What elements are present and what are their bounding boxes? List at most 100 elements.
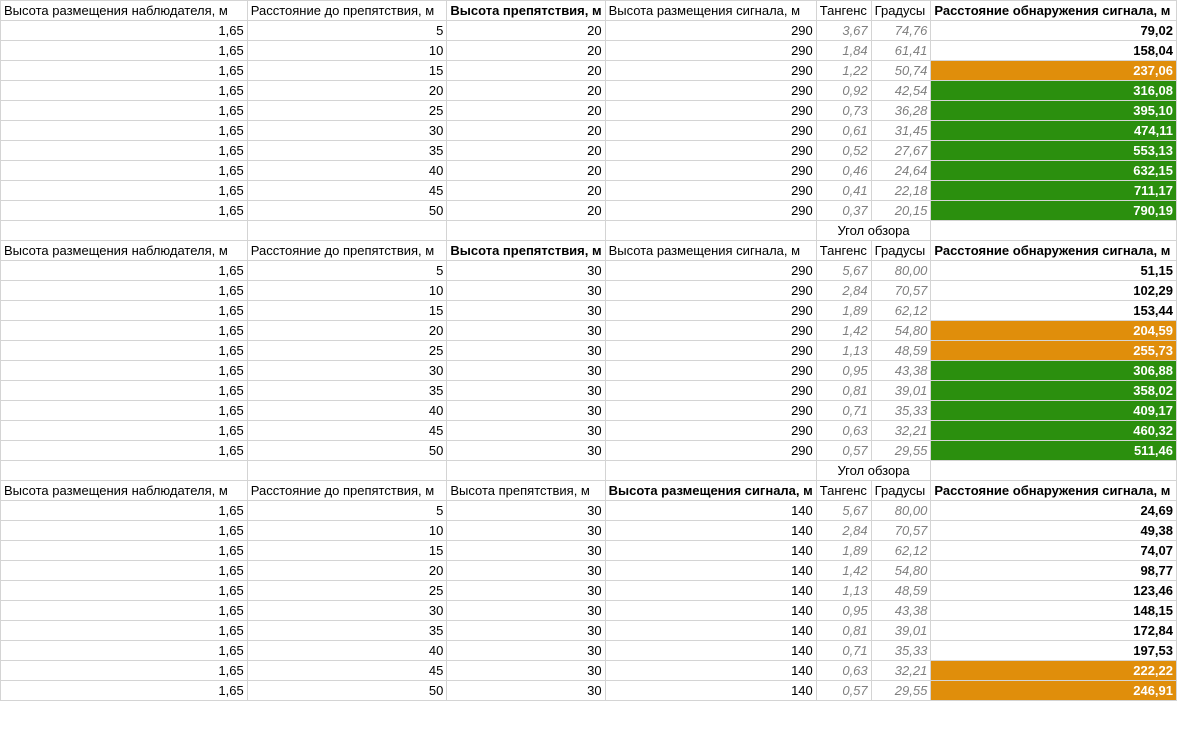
obstacle-height-cell[interactable]: 20 xyxy=(446,40,606,61)
observer-height-cell[interactable]: 1,65 xyxy=(0,620,248,641)
obstacle-height-cell[interactable]: 30 xyxy=(446,340,606,361)
observer-height-cell[interactable]: 1,65 xyxy=(0,280,248,301)
signal-height-cell[interactable]: 140 xyxy=(604,540,817,561)
detection-distance-cell[interactable]: 395,10 xyxy=(930,100,1177,121)
observer-height-cell[interactable]: 1,65 xyxy=(0,600,248,621)
obstacle-distance-cell[interactable]: 50 xyxy=(246,680,448,701)
obstacle-distance-cell[interactable]: 25 xyxy=(246,100,448,121)
detection-distance-cell[interactable]: 511,46 xyxy=(930,440,1177,461)
detection-distance-cell[interactable]: 632,15 xyxy=(930,160,1177,181)
view-angle-caption-cell[interactable]: Угол обзора xyxy=(815,220,932,241)
tangent-cell[interactable]: 0,95 xyxy=(815,600,872,621)
signal-height-cell[interactable]: 290 xyxy=(604,120,817,141)
tangent-cell[interactable]: 2,84 xyxy=(815,280,872,301)
degrees-cell[interactable]: 54,80 xyxy=(870,320,932,341)
obstacle-distance-cell[interactable]: 45 xyxy=(246,420,448,441)
header-cell[interactable]: Высота размещения наблюдателя, м xyxy=(0,240,248,261)
tangent-cell[interactable]: 0,46 xyxy=(815,160,872,181)
degrees-cell[interactable]: 70,57 xyxy=(870,520,932,541)
obstacle-distance-cell[interactable]: 10 xyxy=(246,40,448,61)
obstacle-distance-cell[interactable]: 40 xyxy=(246,640,448,661)
obstacle-height-cell[interactable]: 20 xyxy=(446,180,606,201)
obstacle-distance-cell[interactable]: 50 xyxy=(246,200,448,221)
tangent-cell[interactable]: 1,13 xyxy=(815,340,872,361)
observer-height-cell[interactable]: 1,65 xyxy=(0,60,248,81)
obstacle-height-cell[interactable]: 30 xyxy=(446,300,606,321)
header-cell[interactable]: Тангенс xyxy=(815,240,872,261)
signal-height-cell[interactable]: 140 xyxy=(604,660,817,681)
signal-height-cell[interactable]: 140 xyxy=(604,680,817,701)
obstacle-height-cell[interactable]: 30 xyxy=(446,660,606,681)
obstacle-height-cell[interactable]: 30 xyxy=(446,620,606,641)
obstacle-height-cell[interactable]: 30 xyxy=(446,360,606,381)
signal-height-cell[interactable]: 290 xyxy=(604,160,817,181)
tangent-cell[interactable]: 1,89 xyxy=(815,540,872,561)
tangent-cell[interactable]: 0,37 xyxy=(815,200,872,221)
obstacle-height-cell[interactable]: 30 xyxy=(446,280,606,301)
tangent-cell[interactable]: 0,52 xyxy=(815,140,872,161)
obstacle-distance-cell[interactable]: 40 xyxy=(246,160,448,181)
tangent-cell[interactable]: 1,84 xyxy=(815,40,872,61)
header-cell[interactable]: Градусы xyxy=(870,480,932,501)
degrees-cell[interactable]: 62,12 xyxy=(870,300,932,321)
obstacle-distance-cell[interactable]: 25 xyxy=(246,580,448,601)
signal-height-cell[interactable]: 290 xyxy=(604,260,817,281)
obstacle-distance-cell[interactable]: 15 xyxy=(246,300,448,321)
signal-height-cell[interactable]: 290 xyxy=(604,360,817,381)
tangent-cell[interactable]: 0,73 xyxy=(815,100,872,121)
observer-height-cell[interactable]: 1,65 xyxy=(0,560,248,581)
view-angle-caption-cell[interactable]: Угол обзора xyxy=(815,460,932,481)
degrees-cell[interactable]: 35,33 xyxy=(870,640,932,661)
degrees-cell[interactable]: 54,80 xyxy=(870,560,932,581)
observer-height-cell[interactable]: 1,65 xyxy=(0,400,248,421)
signal-height-cell[interactable]: 140 xyxy=(604,600,817,621)
observer-height-cell[interactable]: 1,65 xyxy=(0,20,248,41)
obstacle-height-cell[interactable]: 30 xyxy=(446,380,606,401)
obstacle-distance-cell[interactable]: 10 xyxy=(246,520,448,541)
signal-height-cell[interactable]: 140 xyxy=(604,620,817,641)
observer-height-cell[interactable]: 1,65 xyxy=(0,380,248,401)
header-cell[interactable]: Высота размещения наблюдателя, м xyxy=(0,480,248,501)
obstacle-height-cell[interactable]: 20 xyxy=(446,60,606,81)
obstacle-height-cell[interactable]: 30 xyxy=(446,640,606,661)
obstacle-distance-cell[interactable]: 5 xyxy=(246,500,448,521)
degrees-cell[interactable]: 39,01 xyxy=(870,620,932,641)
detection-distance-cell[interactable]: 316,08 xyxy=(930,80,1177,101)
tangent-cell[interactable]: 0,95 xyxy=(815,360,872,381)
tangent-cell[interactable]: 0,92 xyxy=(815,80,872,101)
empty-cell[interactable] xyxy=(930,220,1177,241)
empty-cell[interactable] xyxy=(0,220,248,241)
observer-height-cell[interactable]: 1,65 xyxy=(0,640,248,661)
header-cell[interactable]: Градусы xyxy=(870,240,932,261)
obstacle-distance-cell[interactable]: 30 xyxy=(246,120,448,141)
degrees-cell[interactable]: 43,38 xyxy=(870,600,932,621)
empty-cell[interactable] xyxy=(604,220,817,241)
observer-height-cell[interactable]: 1,65 xyxy=(0,80,248,101)
signal-height-cell[interactable]: 140 xyxy=(604,520,817,541)
detection-distance-cell[interactable]: 98,77 xyxy=(930,560,1177,581)
detection-distance-cell[interactable]: 246,91 xyxy=(930,680,1177,701)
empty-cell[interactable] xyxy=(446,220,606,241)
detection-distance-cell[interactable]: 51,15 xyxy=(930,260,1177,281)
tangent-cell[interactable]: 0,71 xyxy=(815,640,872,661)
observer-height-cell[interactable]: 1,65 xyxy=(0,180,248,201)
header-cell[interactable]: Высота размещения наблюдателя, м xyxy=(0,0,248,21)
detection-distance-cell[interactable]: 222,22 xyxy=(930,660,1177,681)
tangent-cell[interactable]: 1,89 xyxy=(815,300,872,321)
degrees-cell[interactable]: 39,01 xyxy=(870,380,932,401)
observer-height-cell[interactable]: 1,65 xyxy=(0,260,248,281)
degrees-cell[interactable]: 32,21 xyxy=(870,660,932,681)
detection-distance-cell[interactable]: 237,06 xyxy=(930,60,1177,81)
detection-distance-cell[interactable]: 102,29 xyxy=(930,280,1177,301)
header-cell[interactable]: Тангенс xyxy=(815,0,872,21)
obstacle-distance-cell[interactable]: 35 xyxy=(246,140,448,161)
obstacle-distance-cell[interactable]: 20 xyxy=(246,80,448,101)
obstacle-distance-cell[interactable]: 15 xyxy=(246,60,448,81)
obstacle-height-cell[interactable]: 30 xyxy=(446,580,606,601)
obstacle-height-cell[interactable]: 30 xyxy=(446,560,606,581)
degrees-cell[interactable]: 36,28 xyxy=(870,100,932,121)
obstacle-height-cell[interactable]: 20 xyxy=(446,160,606,181)
tangent-cell[interactable]: 5,67 xyxy=(815,260,872,281)
signal-height-cell[interactable]: 290 xyxy=(604,280,817,301)
degrees-cell[interactable]: 20,15 xyxy=(870,200,932,221)
